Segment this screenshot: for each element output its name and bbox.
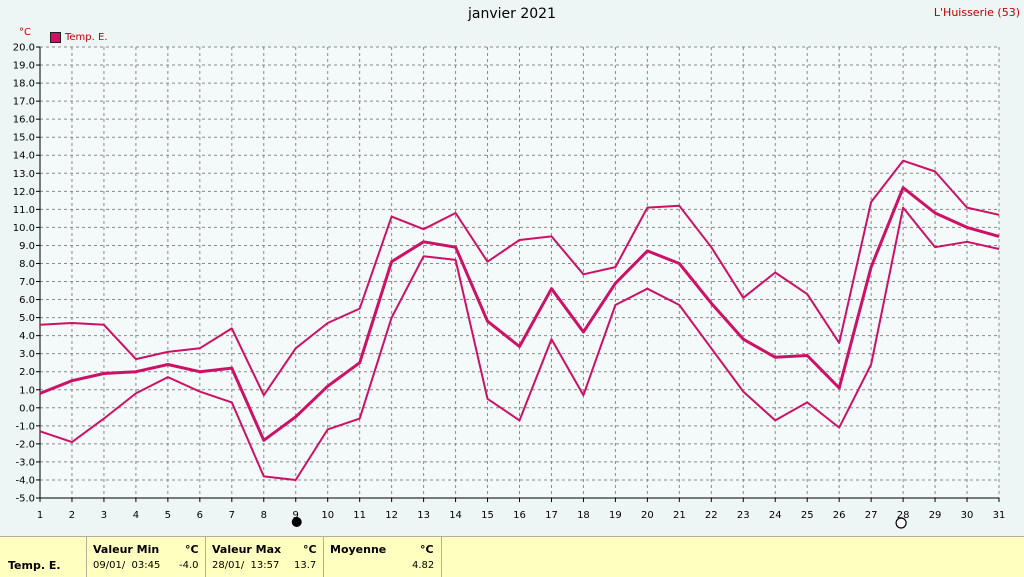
x-tick-label: 19 (609, 510, 622, 521)
y-tick-label: 11.0 (13, 205, 35, 216)
y-axis-unit: °C (19, 27, 31, 38)
plot-area (40, 47, 999, 498)
x-tick-label: 15 (481, 510, 494, 521)
footer-min-cell: Valeur Min °C 09/01/ 03:45 -4.0 (87, 537, 206, 577)
x-tick-label: 1 (37, 510, 43, 521)
legend-label: Temp. E. (65, 32, 108, 43)
x-tick-label: 18 (577, 510, 590, 521)
x-tick-label: 16 (513, 510, 526, 521)
min-unit: °C (185, 543, 199, 556)
x-tick-label: 20 (641, 510, 654, 521)
x-tick-label: 22 (705, 510, 718, 521)
footer-max-cell: Valeur Max °C 28/01/ 13:57 13.7 (206, 537, 324, 577)
footer-row-label-cell: Temp. E. (0, 537, 87, 577)
x-tick-label: 31 (993, 510, 1006, 521)
min-header: Valeur Min (93, 543, 160, 556)
min-value: -4.0 (179, 560, 199, 571)
x-tick-label: 30 (961, 510, 974, 521)
x-tick-label: 17 (545, 510, 558, 521)
max-header: Valeur Max (212, 543, 282, 556)
x-tick-label: 23 (737, 510, 750, 521)
chart-title: janvier 2021 (468, 6, 556, 22)
y-tick-label: 9.0 (19, 241, 35, 252)
x-tick-label: 26 (833, 510, 846, 521)
x-tick-label: 13 (417, 510, 430, 521)
y-tick-label: 15.0 (13, 133, 35, 144)
footer-row-label: Temp. E. (8, 559, 61, 572)
x-tick-label: 2 (69, 510, 75, 521)
y-tick-label: 14.0 (13, 151, 35, 162)
y-tick-label: -4.0 (15, 475, 35, 486)
y-tick-label: 19.0 (13, 61, 35, 72)
x-tick-label: 25 (801, 510, 814, 521)
y-tick-label: 16.0 (13, 115, 35, 126)
y-tick-label: 17.0 (13, 97, 35, 108)
station-label: L'Huisserie (53) (933, 6, 1020, 19)
y-tick-label: -1.0 (15, 421, 35, 432)
series-min-line (39, 206, 1000, 481)
legend-swatch (50, 32, 61, 43)
x-tick-label: 8 (261, 510, 267, 521)
stats-footer: Temp. E. Valeur Min °C 09/01/ 03:45 -4.0… (0, 536, 1024, 577)
y-tick-label: -3.0 (15, 457, 35, 468)
y-tick-label: 20.0 (13, 43, 35, 54)
x-tick-label: 9 (293, 510, 299, 521)
footer-avg-cell: Moyenne °C 4.82 (324, 537, 442, 577)
series-mean-line (39, 186, 1000, 442)
max-date: 28/01/ 13:57 (212, 560, 280, 571)
y-tick-label: 13.0 (13, 169, 35, 180)
y-tick-label: -5.0 (15, 494, 35, 505)
x-tick-label: 21 (673, 510, 686, 521)
y-tick-label: 8.0 (19, 259, 35, 270)
avg-value: 4.82 (412, 560, 435, 571)
y-tick-label: 1.0 (19, 385, 35, 396)
y-tick-label: 4.0 (19, 331, 35, 342)
min-day-marker (291, 517, 302, 527)
y-tick-label: 6.0 (19, 295, 35, 306)
x-tick-label: 24 (769, 510, 782, 521)
max-unit: °C (303, 543, 317, 556)
min-date: 09/01/ 03:45 (93, 560, 161, 571)
avg-header: Moyenne (330, 543, 387, 556)
series-max-line (39, 159, 1000, 397)
x-tick-label: 27 (865, 510, 878, 521)
x-tick-label: 12 (385, 510, 398, 521)
x-tick-label: 7 (229, 510, 235, 521)
x-tick-label: 14 (449, 510, 462, 521)
max-value: 13.7 (294, 560, 317, 571)
legend: Temp. E. (50, 32, 108, 43)
x-tick-label: 10 (321, 510, 334, 521)
x-tick-label: 28 (897, 510, 910, 521)
y-tick-label: 7.0 (19, 277, 35, 288)
x-tick-label: 11 (353, 510, 366, 521)
x-tick-label: 5 (165, 510, 171, 521)
temperature-chart: 20.019.018.017.016.015.014.013.012.011.0… (13, 43, 1006, 529)
x-tick-label: 4 (133, 510, 139, 521)
y-tick-label: 5.0 (19, 313, 35, 324)
y-tick-label: 12.0 (13, 187, 35, 198)
x-tick-label: 29 (929, 510, 942, 521)
y-tick-label: 2.0 (19, 367, 35, 378)
max-day-marker (895, 517, 907, 529)
y-tick-label: 18.0 (13, 79, 35, 90)
x-tick-label: 6 (197, 510, 203, 521)
y-tick-label: 3.0 (19, 349, 35, 360)
avg-unit: °C (420, 543, 434, 556)
y-tick-label: 10.0 (13, 223, 35, 234)
y-tick-label: 0.0 (19, 403, 35, 414)
y-tick-label: -2.0 (15, 439, 35, 450)
x-tick-label: 3 (101, 510, 107, 521)
